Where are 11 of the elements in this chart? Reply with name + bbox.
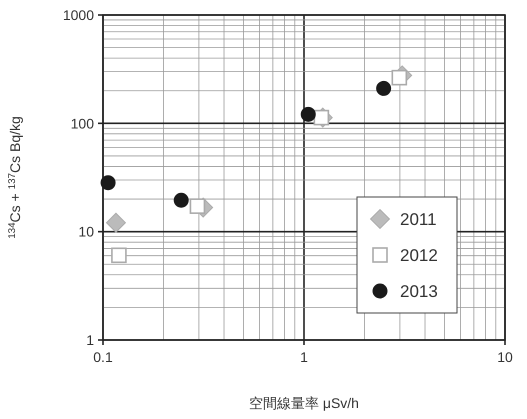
y-tick-label: 10 (78, 224, 94, 240)
x-tick-label: 1 (300, 349, 308, 365)
x-tick-label: 10 (497, 349, 513, 365)
y-tick-label: 1 (86, 332, 94, 348)
x-tick-label: 0.1 (93, 349, 113, 365)
legend-label: 2013 (400, 282, 438, 301)
y-tick-label: 1000 (62, 7, 94, 23)
legend-label: 2011 (400, 210, 437, 229)
x-axis-title: 空間線量率 μSv/h (249, 395, 359, 411)
legend-label: 2012 (400, 246, 438, 265)
y-tick-label: 100 (70, 115, 94, 132)
